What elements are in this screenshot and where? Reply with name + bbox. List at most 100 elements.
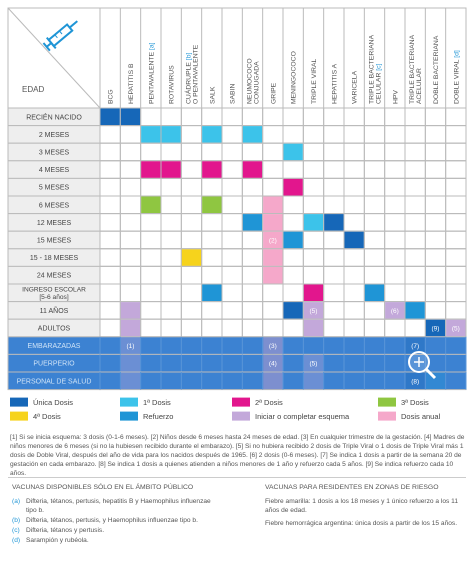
column-header: NEUMOCOCO [247, 58, 254, 104]
dose-cell [425, 319, 446, 337]
legend-label: 3ª Dosis [401, 398, 429, 407]
legend-swatch [232, 411, 250, 421]
age-label: 6 MESES [39, 202, 70, 209]
legend-swatch [10, 397, 28, 407]
column-header-part: [c] [376, 63, 383, 70]
column-header-part: ROTAVIRUS [169, 65, 176, 104]
dose-cell [263, 372, 283, 390]
dose-cell [141, 196, 161, 214]
age-label: ADULTOS [38, 326, 71, 333]
age-label: 2 MESES [39, 132, 70, 139]
column-header: CELULAR [c] [376, 63, 383, 104]
column-header-part: TRIPLE BACTERIANA [409, 34, 416, 104]
column-header-part: SABIN [230, 84, 237, 104]
legend-label: Única Dosis [33, 398, 73, 407]
column-header-part: [d] [453, 50, 460, 58]
age-label: 15 - 18 MESES [30, 255, 79, 262]
age-label: 3 MESES [39, 150, 70, 157]
risk-item: Fiebre hemorrágica argentina: única dosi… [265, 520, 458, 527]
item-mark: (b) [12, 517, 21, 524]
dose-cell [283, 302, 303, 319]
dose-cell [303, 354, 324, 372]
separator [8, 477, 466, 478]
legend-swatch [120, 411, 138, 421]
column-header: DOBLE VIRAL [d] [453, 50, 460, 104]
item-text: Difteria, tétanos, pertusis, hepatitis B… [26, 498, 211, 514]
public-list: (a) Difteria, tétanos, pertusis, hepatiti… [12, 497, 212, 545]
age-label: PERSONAL DE SALUD [17, 378, 92, 385]
legend-swatch [378, 397, 396, 407]
public-item: (b) Difteria, tétanos, pertusis, y Haemop… [12, 516, 212, 525]
age-label: 24 MESES [37, 273, 72, 280]
age-label: 11 AÑOS [40, 306, 69, 315]
column-header-part: NEUMOCOCO [247, 58, 254, 104]
legend-swatch [10, 411, 28, 421]
dose-cell [120, 354, 141, 372]
cell-note: (3) [269, 343, 277, 350]
item-mark: (d) [12, 537, 21, 544]
dose-cell [364, 284, 385, 302]
column-header-part: O PENTAVALENTE [193, 44, 200, 104]
item-text: Difteria, tétanos y pertusis. [26, 527, 105, 534]
risk-title: VACUNAS PARA RESIDENTES EN ZONAS DE RIES… [265, 484, 439, 491]
column-header-part: ACELULAR [416, 68, 423, 104]
column-header-part: [a] [148, 42, 155, 50]
column-header-part: HEPATITIS A [331, 63, 338, 104]
legend-label: Iniciar o completar esquema [255, 412, 350, 421]
risk-item: Fiebre amarilla: 1 dosis a los 18 meses … [265, 498, 459, 514]
zoom-handle [424, 367, 437, 380]
dose-cell [385, 302, 405, 319]
dose-cell [303, 372, 324, 390]
dose-cell [303, 214, 324, 231]
dose-cell [283, 178, 303, 196]
column-header: PENTAVALENTE [a] [148, 42, 155, 104]
legend-label: Dosis anual [401, 412, 441, 421]
age-label: EMBARAZADAS [28, 343, 81, 350]
column-header: HEPATITIS A [331, 63, 338, 104]
column-header-part: [b] [186, 53, 193, 61]
age-header: EDAD [22, 85, 44, 94]
dose-cell [324, 214, 344, 231]
column-header-part: DOBLE BACTERIANA [433, 35, 440, 104]
dose-cell [141, 126, 161, 143]
cell-note: (4) [269, 361, 277, 368]
vaccine-table: EDAD BCG HEPATITIS B PENTAVALENTE [a] ROTAV… [7, 7, 467, 421]
age-label: PUERPERIO [33, 361, 75, 368]
dose-cell [202, 126, 222, 143]
cell-note: (5) [310, 361, 318, 368]
dose-cell [405, 337, 425, 354]
age-label: 5 MESES [39, 185, 70, 192]
dose-cell [242, 126, 263, 143]
age-label: INGRESO ESCOLAR [22, 287, 86, 294]
dose-cell [263, 337, 283, 354]
dose-cell [120, 372, 141, 390]
column-header: TRIPLE BACTERIANA [409, 34, 416, 104]
legend-label: 1ª Dosis [143, 398, 171, 407]
column-header-part: CUÁDRUPLE [184, 60, 193, 104]
dose-cell [242, 161, 263, 178]
item-text: Difteria, tétanos, pertusis, y Haemophil… [26, 517, 198, 524]
dose-cell [303, 284, 324, 302]
column-header: CONJUGADA [254, 61, 261, 104]
column-header-part: VARICELA [352, 70, 359, 104]
dose-cell [202, 161, 222, 178]
dose-cell [263, 354, 283, 372]
column-header: O PENTAVALENTE [193, 44, 200, 104]
cell-note: (1) [127, 343, 135, 350]
dose-cell [120, 108, 141, 126]
column-header: SALK [209, 86, 216, 104]
age-label: RECIÉN NACIDO [26, 112, 82, 121]
column-header: TRIPLE BACTERIANA [369, 34, 376, 104]
legend-label: Refuerzo [143, 412, 173, 421]
dose-cell [263, 266, 283, 284]
item-mark: (a) [12, 498, 21, 505]
cell-note: (5) [452, 326, 460, 333]
legend-label: 4ª Dosis [33, 412, 61, 421]
dose-cell [263, 196, 283, 214]
column-header-part: GRIPE [270, 82, 277, 104]
dose-cell [303, 302, 324, 319]
column-header-part: PENTAVALENTE [148, 50, 155, 104]
column-header: DOBLE BACTERIANA [433, 35, 440, 104]
column-header-part: SALK [209, 86, 216, 104]
